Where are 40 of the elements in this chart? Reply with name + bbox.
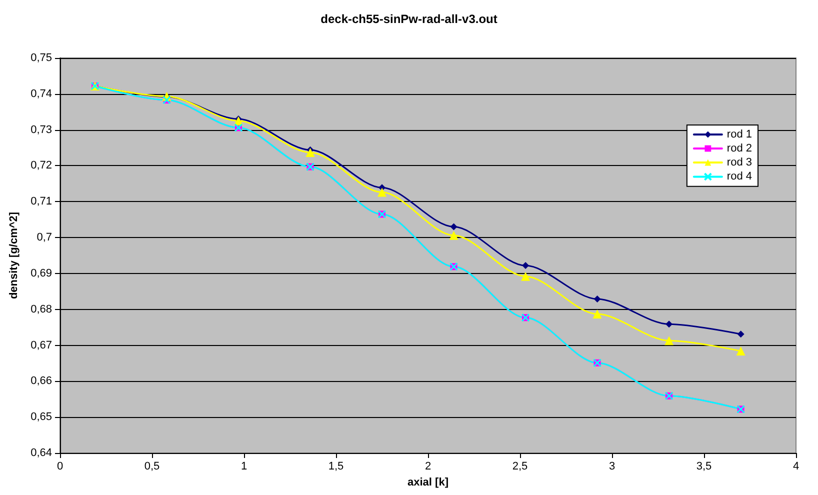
point <box>594 295 601 302</box>
legend-label: rod 1 <box>726 128 752 140</box>
point <box>592 310 602 319</box>
y-tick-label: 0,65 <box>30 411 52 424</box>
point <box>522 262 530 270</box>
point <box>664 336 674 346</box>
point <box>378 188 386 197</box>
chart-title: deck-ch55-sinPw-rad-all-v3.out <box>320 12 498 26</box>
y-tick-label: 0,71 <box>30 196 52 208</box>
point <box>306 148 315 157</box>
point <box>736 346 746 356</box>
x-tick-label: 2,5 <box>512 460 528 472</box>
y-axis-title: density [g/cm^2] <box>8 212 20 300</box>
y-tick-label: 0,69 <box>30 267 52 280</box>
legend-label: rod 3 <box>726 156 752 168</box>
x-tick-label: 3,5 <box>696 460 712 472</box>
legend-label: rod 4 <box>726 170 752 183</box>
point <box>521 272 530 281</box>
x-axis-title: axial [k] <box>408 476 449 488</box>
y-tick-label: 0,75 <box>30 52 52 64</box>
point <box>450 223 458 230</box>
y-tick-label: 0,67 <box>30 339 52 352</box>
y-tick-label: 0,66 <box>30 375 52 388</box>
y-tick-label: 0,68 <box>30 303 52 316</box>
legend-label: rod 2 <box>726 142 752 154</box>
x-tick-label: 1,5 <box>328 460 344 472</box>
x-tick-label: 0,5 <box>144 460 160 472</box>
y-tick-label: 0,74 <box>30 88 52 100</box>
y-tick-label: 0,64 <box>30 447 52 459</box>
x-tick-label: 2 <box>424 460 432 472</box>
y-tick-label: 0,73 <box>30 124 52 136</box>
point <box>449 230 458 240</box>
y-tick-label: 0,7 <box>36 232 52 244</box>
x-tick-label: 1 <box>240 460 248 472</box>
y-tick-label: 0,72 <box>30 160 52 172</box>
x-tick-label: 3 <box>608 460 616 472</box>
x-tick-label: 0 <box>56 460 64 472</box>
point <box>666 320 673 328</box>
x-tick-label: 4 <box>792 460 800 472</box>
point <box>737 330 744 338</box>
